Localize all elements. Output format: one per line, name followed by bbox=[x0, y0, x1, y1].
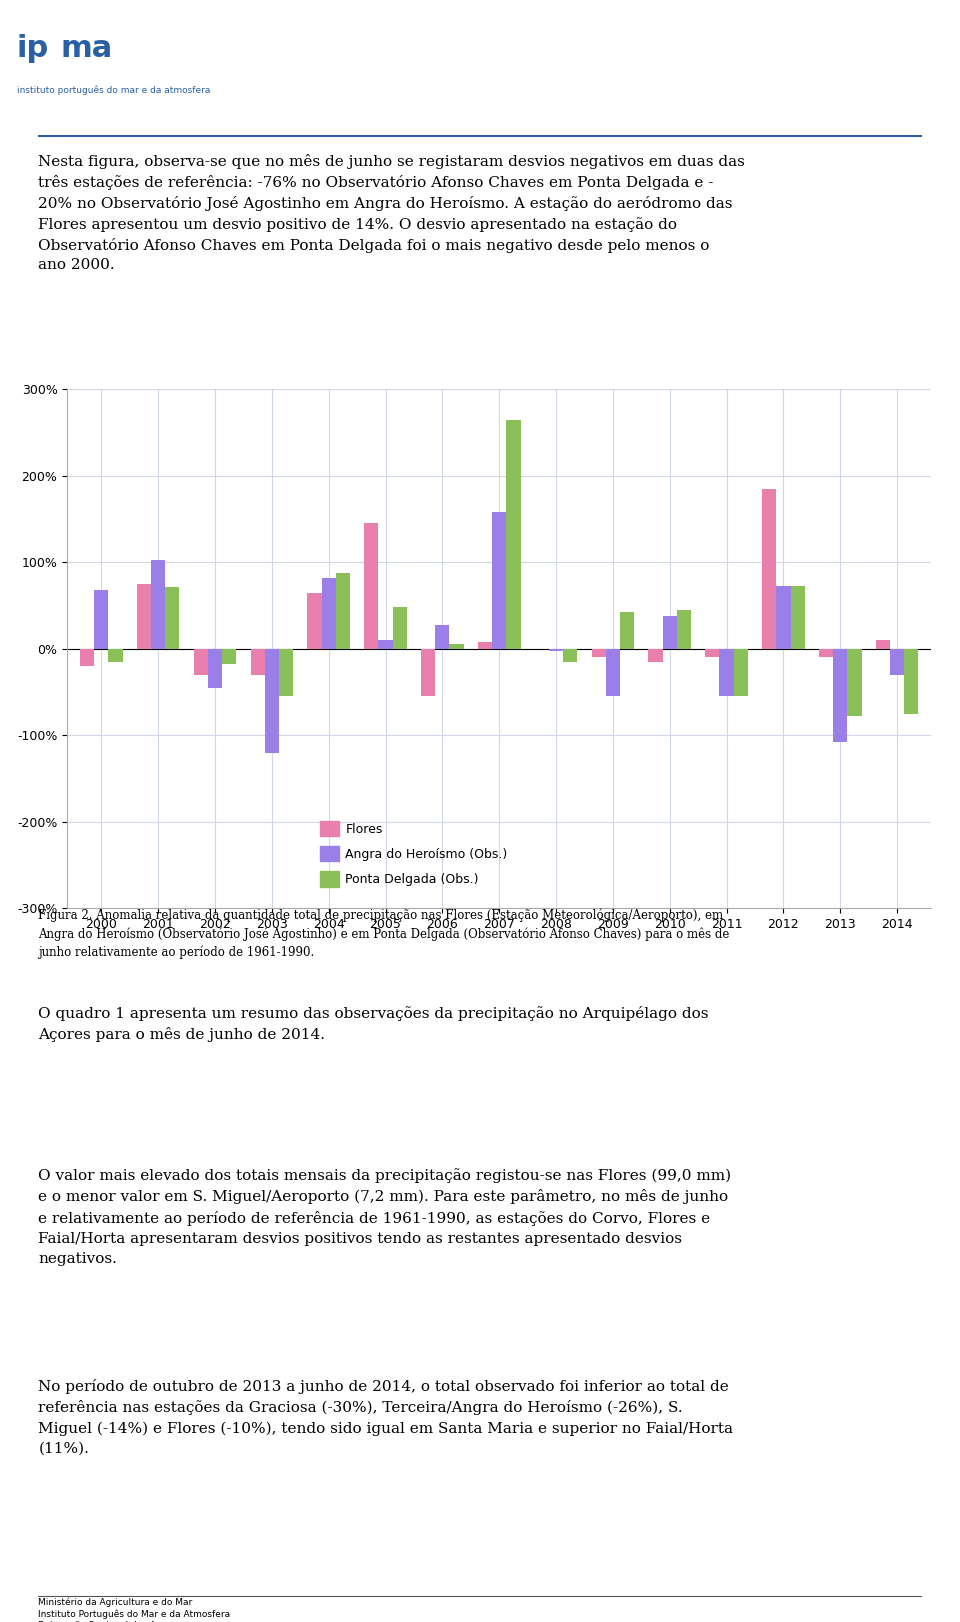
Bar bbox=[719, 649, 733, 696]
Bar bbox=[549, 649, 564, 650]
Text: instituto português do mar e da atmosfera: instituto português do mar e da atmosfer… bbox=[17, 84, 210, 94]
Bar bbox=[435, 624, 449, 649]
Bar bbox=[378, 641, 393, 649]
Text: ip: ip bbox=[17, 34, 49, 63]
Bar bbox=[677, 610, 691, 649]
Bar bbox=[251, 649, 265, 675]
Bar bbox=[165, 587, 180, 649]
Text: Ministério da Agricultura e do Mar
Instituto Português do Mar e da Atmosfera
Del: Ministério da Agricultura e do Mar Insti… bbox=[38, 1598, 230, 1622]
Bar bbox=[208, 649, 222, 688]
Bar bbox=[279, 649, 293, 696]
Bar bbox=[904, 649, 919, 714]
Bar bbox=[591, 649, 606, 657]
Bar bbox=[848, 649, 861, 717]
Bar bbox=[890, 649, 904, 675]
Bar bbox=[449, 644, 464, 649]
Bar bbox=[421, 649, 435, 696]
Legend: Flores, Angra do Heroísmo (Obs.), Ponta Delgada (Obs.): Flores, Angra do Heroísmo (Obs.), Ponta … bbox=[316, 816, 513, 892]
Bar bbox=[762, 488, 777, 649]
Bar bbox=[80, 649, 94, 667]
Bar bbox=[833, 649, 848, 743]
Bar bbox=[265, 649, 279, 753]
Bar bbox=[322, 577, 336, 649]
Bar bbox=[564, 649, 577, 662]
Bar bbox=[506, 420, 520, 649]
Bar bbox=[364, 524, 378, 649]
Bar bbox=[194, 649, 208, 675]
Bar bbox=[478, 642, 492, 649]
Bar bbox=[307, 592, 322, 649]
Text: Nesta figura, observa-se que no mês de junho se registaram desvios negativos em : Nesta figura, observa-se que no mês de j… bbox=[38, 154, 745, 272]
Bar bbox=[648, 649, 662, 662]
Bar bbox=[876, 641, 890, 649]
Bar bbox=[151, 560, 165, 649]
Bar bbox=[819, 649, 833, 657]
Bar bbox=[222, 649, 236, 665]
Bar bbox=[620, 613, 635, 649]
Bar bbox=[706, 649, 719, 657]
Text: O quadro 1 apresenta um resumo das observações da precipitação no Arquipélago do: O quadro 1 apresenta um resumo das obser… bbox=[38, 1006, 708, 1043]
Bar bbox=[94, 590, 108, 649]
Bar bbox=[108, 649, 123, 662]
Text: ma: ma bbox=[60, 34, 112, 63]
Text: O valor mais elevado dos totais mensais da precipitação registou-se nas Flores (: O valor mais elevado dos totais mensais … bbox=[38, 1168, 732, 1267]
Bar bbox=[336, 573, 350, 649]
Bar bbox=[492, 513, 506, 649]
Bar bbox=[733, 649, 748, 696]
Bar bbox=[393, 607, 407, 649]
Bar bbox=[777, 586, 790, 649]
Bar bbox=[662, 616, 677, 649]
Bar bbox=[606, 649, 620, 696]
Bar bbox=[790, 586, 804, 649]
Text: Figura 2. Anomalia relativa da quantidade total de precipitação nas Flores (Esta: Figura 2. Anomalia relativa da quantidad… bbox=[38, 908, 730, 959]
Text: No período de outubro de 2013 a junho de 2014, o total observado foi inferior ao: No período de outubro de 2013 a junho de… bbox=[38, 1379, 733, 1457]
Bar bbox=[137, 584, 151, 649]
